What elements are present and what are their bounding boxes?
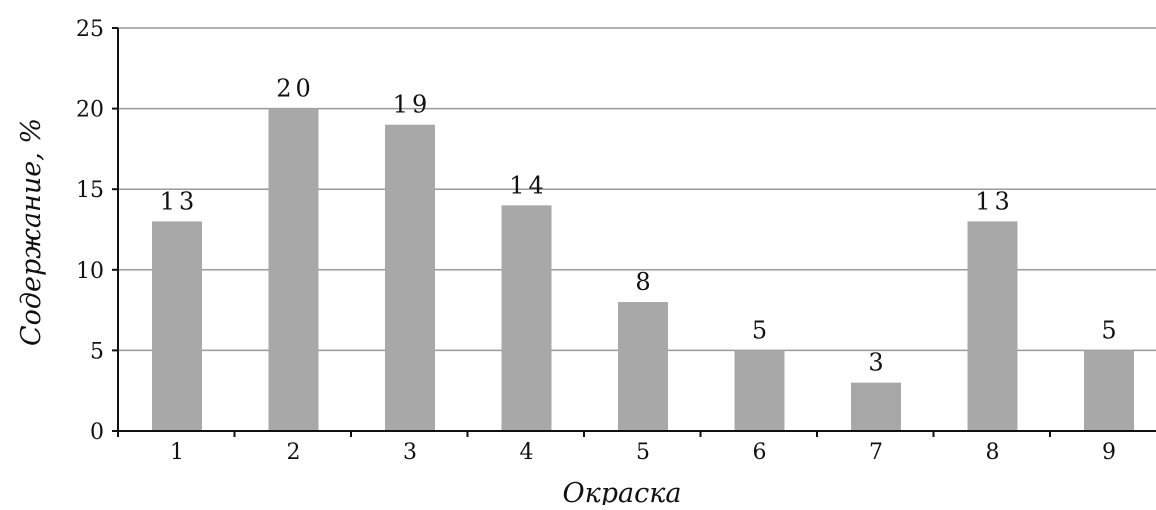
bar xyxy=(734,350,785,431)
x-tick-label: 8 xyxy=(986,440,1000,465)
x-tick-label: 1 xyxy=(170,440,184,465)
y-tick-label: 20 xyxy=(76,98,104,123)
data-label: 19 xyxy=(393,91,432,119)
bar xyxy=(268,108,319,431)
data-label: 13 xyxy=(975,187,1014,215)
y-tick-label: 0 xyxy=(90,420,104,445)
x-tick-label: 9 xyxy=(1102,440,1116,465)
bar xyxy=(967,221,1018,431)
bars xyxy=(152,108,1134,431)
y-tick-label: 5 xyxy=(90,339,104,364)
bar xyxy=(851,382,901,431)
data-label: 13 xyxy=(160,187,199,215)
bar xyxy=(501,205,552,431)
data-label: 14 xyxy=(509,171,548,199)
y-axis-title: Содержание, % xyxy=(16,118,47,346)
bar xyxy=(385,124,435,431)
bar xyxy=(618,302,668,431)
labels: 0 5 10 15 20 25 1 2 3 4 5 6 7 8 9 13 20 19 14 8 5 3 13 5 xyxy=(76,17,1120,465)
data-label: 5 xyxy=(752,316,771,344)
x-tick-label: 3 xyxy=(403,440,417,465)
data-label: 5 xyxy=(1101,316,1120,344)
x-tick-label: 5 xyxy=(636,440,650,465)
y-tick-label: 25 xyxy=(76,17,104,42)
bar xyxy=(1084,350,1134,431)
data-label: 3 xyxy=(868,349,887,377)
data-label: 20 xyxy=(276,75,315,103)
bar xyxy=(152,221,202,431)
x-tick-label: 2 xyxy=(287,440,301,465)
x-tick-label: 7 xyxy=(869,440,883,465)
y-tick-label: 15 xyxy=(76,178,104,203)
y-tick-label: 10 xyxy=(76,259,104,284)
x-tick-label: 4 xyxy=(520,440,534,465)
data-label: 8 xyxy=(635,268,654,296)
x-tick-label: 6 xyxy=(753,440,767,465)
x-axis-title: Окраска xyxy=(563,478,682,505)
axes xyxy=(112,27,1156,437)
